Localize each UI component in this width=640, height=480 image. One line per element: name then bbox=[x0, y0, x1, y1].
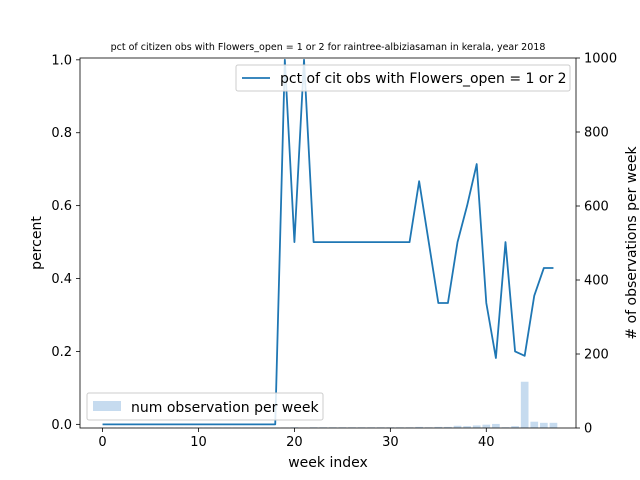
y-tick-label: 0.6 bbox=[51, 199, 72, 214]
y-tick-label: 0.2 bbox=[51, 345, 72, 360]
x-axis: 0 10 20 30 40 bbox=[98, 428, 495, 450]
bar bbox=[453, 425, 462, 428]
legend-bar: num observation per week bbox=[86, 392, 324, 421]
bar bbox=[540, 422, 548, 428]
legend-bar-label: num observation per week bbox=[131, 400, 319, 416]
x-axis-label: week index bbox=[288, 455, 368, 471]
bar bbox=[463, 426, 471, 428]
x-tick-label: 20 bbox=[286, 435, 303, 450]
x-tick-label: 40 bbox=[478, 435, 495, 450]
y2-tick-label: 0 bbox=[584, 422, 592, 437]
bar bbox=[472, 425, 481, 428]
y2-tick-label: 400 bbox=[584, 274, 609, 289]
bar bbox=[434, 426, 443, 428]
y2-tick-label: 1000 bbox=[584, 52, 617, 67]
y-axis-left: 0.0 0.2 0.4 0.6 0.8 1.0 bbox=[51, 53, 80, 433]
bar bbox=[482, 424, 491, 428]
x-tick-label: 0 bbox=[98, 435, 106, 450]
bar bbox=[492, 423, 500, 428]
line-series bbox=[102, 58, 554, 426]
bar bbox=[511, 426, 519, 428]
bar bbox=[530, 421, 539, 428]
y-tick-label: 0.8 bbox=[51, 126, 72, 141]
bar bbox=[549, 422, 558, 428]
legend-line-label: pct of cit obs with Flowers_open = 1 or … bbox=[280, 71, 567, 87]
plot-area-frame bbox=[79, 57, 577, 429]
y-axis-label: percent bbox=[29, 216, 45, 270]
y-axis-right: 0 200 400 600 800 1000 bbox=[576, 52, 617, 437]
y-tick-label: 0.0 bbox=[51, 418, 72, 433]
x-tick-label: 30 bbox=[382, 435, 399, 450]
y-tick-label: 0.4 bbox=[51, 272, 72, 287]
chart-title: pct of citizen obs with Flowers_open = 1… bbox=[111, 42, 546, 53]
bar bbox=[520, 381, 529, 428]
legend-line: pct of cit obs with Flowers_open = 1 or … bbox=[235, 64, 571, 92]
y2-tick-label: 800 bbox=[584, 126, 609, 141]
y-tick-label: 1.0 bbox=[51, 53, 72, 68]
series-line bbox=[102, 58, 554, 426]
bar bbox=[444, 426, 452, 428]
y2-tick-label: 200 bbox=[584, 348, 609, 363]
legend-bar-swatch bbox=[93, 401, 121, 411]
bar bbox=[415, 426, 423, 428]
y2-axis-label: # of observations per week bbox=[624, 146, 640, 340]
x-tick-label: 10 bbox=[190, 435, 207, 450]
y2-tick-label: 600 bbox=[584, 200, 609, 215]
